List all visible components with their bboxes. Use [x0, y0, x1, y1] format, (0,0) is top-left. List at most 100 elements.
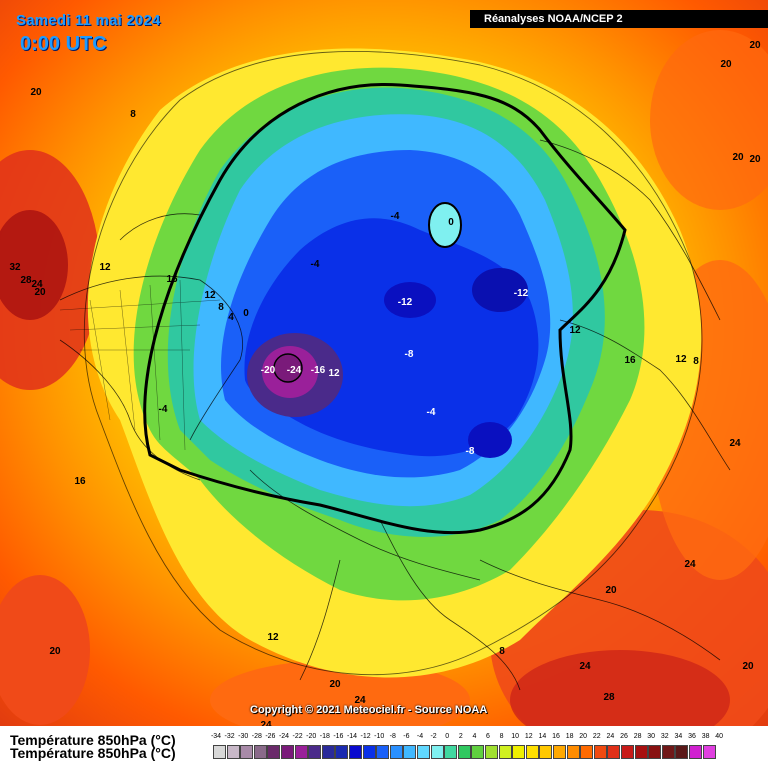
map-label: 24	[354, 695, 366, 706]
map-label: -20	[261, 365, 276, 376]
warm-anomaly	[428, 202, 462, 248]
legend-tick: 10	[511, 733, 520, 740]
legend-swatch	[457, 745, 471, 759]
legend-swatch	[661, 745, 675, 759]
legend-tick: 20	[579, 733, 588, 740]
map-label: 16	[166, 274, 178, 285]
legend-swatch	[566, 745, 580, 759]
legend-tick: 22	[592, 733, 601, 740]
legend-swatch	[294, 745, 308, 759]
map-label: 20	[329, 679, 341, 690]
legend-swatch	[539, 745, 553, 759]
legend-swatch	[580, 745, 594, 759]
copyright-notice: Copyright © 2021 Meteociel.fr - Source N…	[250, 704, 488, 716]
legend-tick: -2	[430, 733, 437, 740]
legend-tick: 28	[633, 733, 642, 740]
legend-tick: -28	[251, 733, 262, 740]
map-label: 12	[675, 354, 687, 365]
legend-tick: 24	[606, 733, 615, 740]
warm-zone-southwest	[0, 575, 90, 725]
legend-swatch	[607, 745, 621, 759]
map-label: -4	[311, 259, 320, 270]
legend-tick: 26	[620, 733, 628, 740]
legend-swatch	[689, 745, 702, 759]
cold-core-2	[384, 282, 436, 318]
legend-swatch	[512, 745, 526, 759]
legend-tick: 2	[458, 733, 463, 740]
extreme-cold-center	[273, 353, 303, 383]
map-label: 16	[74, 476, 86, 487]
map-label: 24	[579, 661, 591, 672]
na-borders	[59, 279, 221, 451]
legend-swatch	[308, 745, 322, 759]
legend-tick: -16	[333, 733, 344, 740]
legend-tick: 12	[524, 733, 533, 740]
legend-swatch	[498, 745, 512, 759]
legend-tick: 6	[486, 733, 490, 740]
legend-swatch	[702, 745, 716, 759]
map-label: 8	[693, 356, 699, 367]
zero-isotherm	[143, 82, 627, 535]
legend-tick: 40	[715, 733, 724, 740]
map-label: 24	[729, 438, 741, 449]
legend-swatch	[349, 745, 362, 759]
map-label: 16	[624, 355, 636, 366]
map-label: -12	[514, 288, 529, 299]
legend-swatch	[226, 745, 240, 759]
legend-swatch	[471, 745, 485, 759]
legend-tick: -14	[346, 733, 358, 740]
temperature-850hpa-map: 20 8 20 20 20 20 32 28 24 20 12 16 12 8 …	[0, 0, 768, 726]
legend-tick: 0	[445, 733, 450, 740]
map-label: 24	[31, 279, 43, 290]
legend-tick: -34	[210, 733, 222, 740]
legend-tick: -24	[278, 733, 290, 740]
legend-tick: -12	[360, 733, 371, 740]
legend-tick: -30	[238, 733, 249, 740]
map-label: 8	[130, 109, 136, 120]
legend-swatch	[240, 745, 254, 759]
legend-tick: 34	[674, 733, 683, 740]
legend-title: Température 850hPa (°C)	[10, 732, 176, 748]
legend-swatch	[389, 745, 403, 759]
map-label: 8	[499, 646, 505, 657]
map-label: 0	[448, 217, 454, 228]
legend-swatch	[485, 745, 498, 759]
hot-zone-west	[0, 210, 68, 320]
map-label: -8	[405, 349, 414, 360]
legend-tick: 18	[565, 733, 574, 740]
map-label: 24	[684, 559, 696, 570]
map-label: 20	[605, 585, 617, 596]
legend-tick: 38	[701, 733, 710, 740]
legend-swatch	[403, 745, 417, 759]
legend-tick: -6	[403, 733, 410, 740]
map-label: 32	[9, 262, 21, 273]
legend-swatch	[648, 745, 662, 759]
legend-tick: -22	[292, 733, 303, 740]
map-label: 12	[569, 325, 581, 336]
legend-tick: 8	[499, 733, 504, 740]
map-label: -12	[398, 297, 413, 308]
legend-swatch	[335, 745, 349, 759]
legend-swatch	[362, 745, 376, 759]
map-label: -16	[311, 365, 326, 376]
map-label: 20	[732, 152, 744, 163]
legend-swatch	[321, 745, 335, 759]
forecast-time: 0:00 UTC	[20, 33, 107, 55]
map-label: -4	[427, 407, 436, 418]
legend-swatch	[621, 745, 634, 759]
legend-tick: -8	[389, 733, 396, 740]
legend-tick: 36	[688, 733, 696, 740]
map-label: 12	[204, 290, 216, 301]
cold-core-1	[472, 268, 528, 312]
map-label: -4	[391, 211, 400, 222]
map-label: 4	[228, 312, 234, 323]
isotherm-labels: 20 8 20 20 20 20 32 28 24 20 12 16 12 8 …	[9, 40, 761, 726]
data-source-banner: Réanalyses NOAA/NCEP 2	[470, 10, 768, 28]
twelve-isotherm	[83, 50, 703, 676]
map-label: 20	[49, 646, 61, 657]
legend-tick: 14	[538, 733, 547, 740]
map-label: 8	[218, 302, 224, 313]
legend-tick: -32	[224, 733, 235, 740]
legend-title-shadow: Température 850hPa (°C)	[10, 745, 176, 761]
